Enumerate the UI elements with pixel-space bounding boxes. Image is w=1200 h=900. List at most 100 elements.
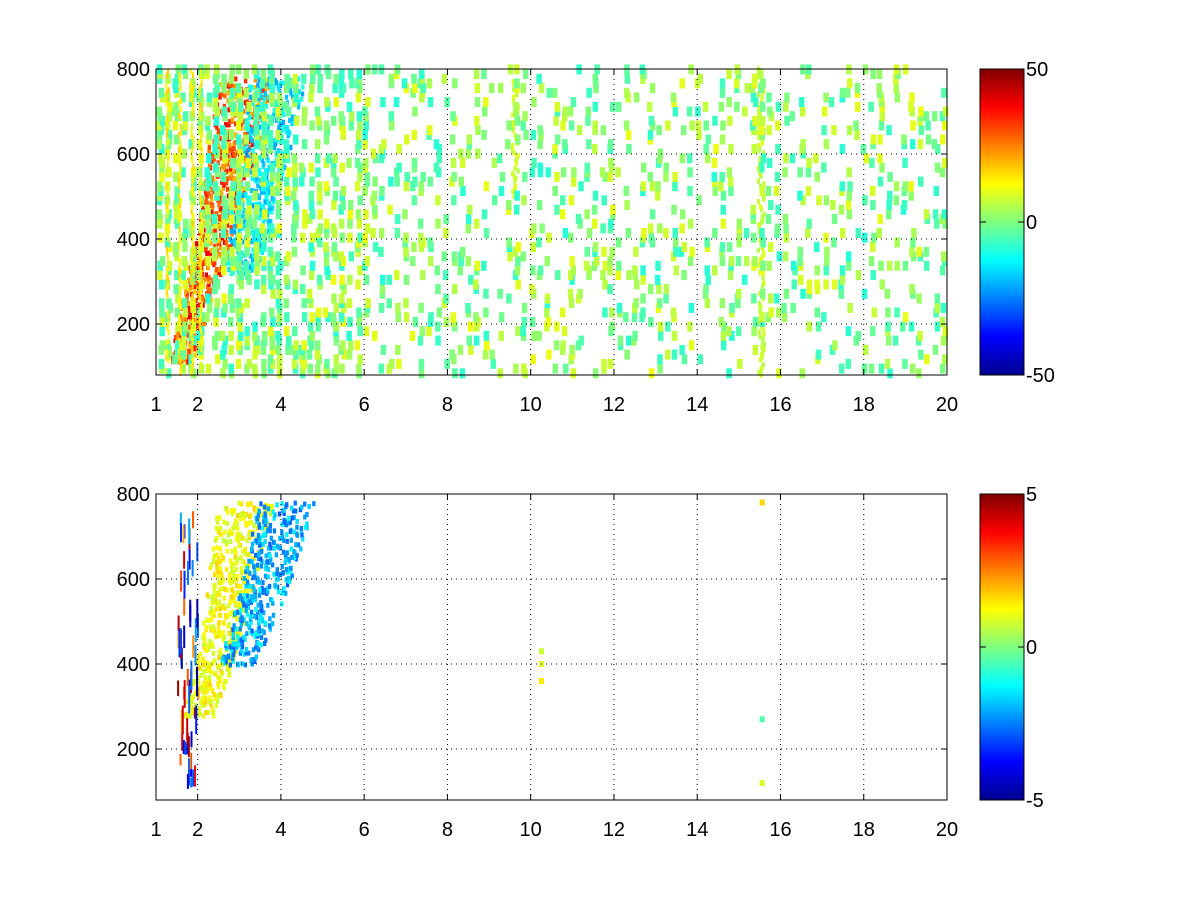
heatmap-cell <box>762 347 766 352</box>
heatmap-cell <box>283 139 289 150</box>
heatmap-cell <box>269 83 276 94</box>
heatmap-cell <box>259 535 263 541</box>
heatmap-cell <box>513 183 517 189</box>
heatmap-cell <box>346 298 353 309</box>
heatmap-cell <box>194 618 197 642</box>
heatmap-cell <box>607 284 613 295</box>
heatmap-cell <box>212 553 217 559</box>
heatmap-cell <box>167 338 170 344</box>
heatmap-cell <box>705 274 711 285</box>
heatmap-cell <box>244 120 250 131</box>
heatmap-cell <box>228 154 232 160</box>
heatmap-cell <box>228 129 235 140</box>
heatmap-cell <box>165 93 168 100</box>
heatmap-cell <box>219 579 223 585</box>
heatmap-cell <box>224 641 228 647</box>
heatmap-cell <box>191 167 197 178</box>
heatmap-cell <box>191 299 194 306</box>
heatmap-cell <box>761 339 765 345</box>
heatmap-cell <box>249 126 253 132</box>
heatmap-cell <box>232 141 236 146</box>
heatmap-cell <box>441 73 448 84</box>
heatmap-cell <box>238 515 242 521</box>
heatmap-cell <box>592 143 598 154</box>
heatmap-cell <box>200 106 203 113</box>
heatmap-cell <box>263 587 267 593</box>
heatmap-cell <box>258 512 263 518</box>
heatmap-cell <box>198 102 201 109</box>
heatmap-cell <box>271 205 275 211</box>
heatmap-cell <box>757 135 761 141</box>
heatmap-cell <box>468 274 474 285</box>
heatmap-cell <box>239 647 244 653</box>
heatmap-cell <box>272 108 276 113</box>
heatmap-cell <box>310 232 316 243</box>
heatmap-cell <box>277 511 282 517</box>
heatmap-cell <box>185 295 189 301</box>
heatmap-cell <box>200 197 203 204</box>
x-tick-label: 6 <box>359 819 370 841</box>
heatmap-cell <box>269 218 273 224</box>
heatmap-cell <box>333 354 339 365</box>
heatmap-cell <box>223 634 227 640</box>
heatmap-cell <box>712 265 718 276</box>
heatmap-cell <box>291 153 298 164</box>
heatmap-cell <box>458 148 464 159</box>
heatmap-cell <box>263 511 267 517</box>
heatmap-cell <box>275 571 279 576</box>
heatmap-cell <box>206 265 210 271</box>
heatmap-cell <box>237 596 241 601</box>
heatmap-cell <box>647 171 653 182</box>
heatmap-cell <box>560 340 566 351</box>
heatmap-cell <box>339 69 345 80</box>
heatmap-cell <box>177 172 180 179</box>
heatmap-cell <box>640 293 646 304</box>
heatmap-cell <box>752 73 758 84</box>
heatmap-cell <box>513 178 517 184</box>
heatmap-cell <box>180 197 182 204</box>
heatmap-cell <box>231 641 235 647</box>
heatmap-cell <box>563 363 569 374</box>
heatmap-cell <box>357 265 363 276</box>
heatmap-cell <box>315 167 321 178</box>
heatmap-cell <box>434 265 441 276</box>
heatmap-cell <box>728 186 734 196</box>
heatmap-cell <box>217 202 221 208</box>
heatmap-cell <box>167 314 170 321</box>
heatmap-cell <box>712 115 718 126</box>
heatmap-cell <box>286 128 291 134</box>
heatmap-cell <box>246 101 252 112</box>
heatmap-cell <box>341 349 348 360</box>
heatmap-cell <box>231 525 235 531</box>
heatmap-cell <box>233 546 237 552</box>
heatmap-cell <box>870 242 876 253</box>
heatmap-cell <box>354 340 361 351</box>
heatmap-cell <box>918 176 924 187</box>
heatmap-cell <box>166 163 169 170</box>
heatmap-cell <box>191 318 194 325</box>
heatmap-cell <box>513 165 517 171</box>
heatmap-cell <box>267 164 271 170</box>
heatmap-cell <box>159 298 165 309</box>
heatmap-cell <box>236 634 240 640</box>
heatmap-cell <box>490 358 497 369</box>
heatmap-cell <box>250 559 254 565</box>
heatmap-cell <box>570 97 577 108</box>
heatmap-cell <box>410 256 416 267</box>
heatmap-cell <box>514 115 520 126</box>
heatmap-cell <box>200 216 203 223</box>
heatmap-cell <box>233 636 238 642</box>
heatmap-cell <box>201 233 206 239</box>
heatmap-cell <box>192 289 197 295</box>
heatmap-cell <box>289 565 293 571</box>
heatmap-cell <box>742 106 748 117</box>
x-tick-label: 12 <box>603 819 625 841</box>
heatmap-cell <box>315 321 321 332</box>
heatmap-cell <box>196 291 200 297</box>
heatmap-cell <box>212 246 218 257</box>
heatmap-cell <box>239 604 243 609</box>
heatmap-cell <box>212 181 219 192</box>
heatmap-cell <box>191 368 197 379</box>
heatmap-cell <box>236 661 240 667</box>
